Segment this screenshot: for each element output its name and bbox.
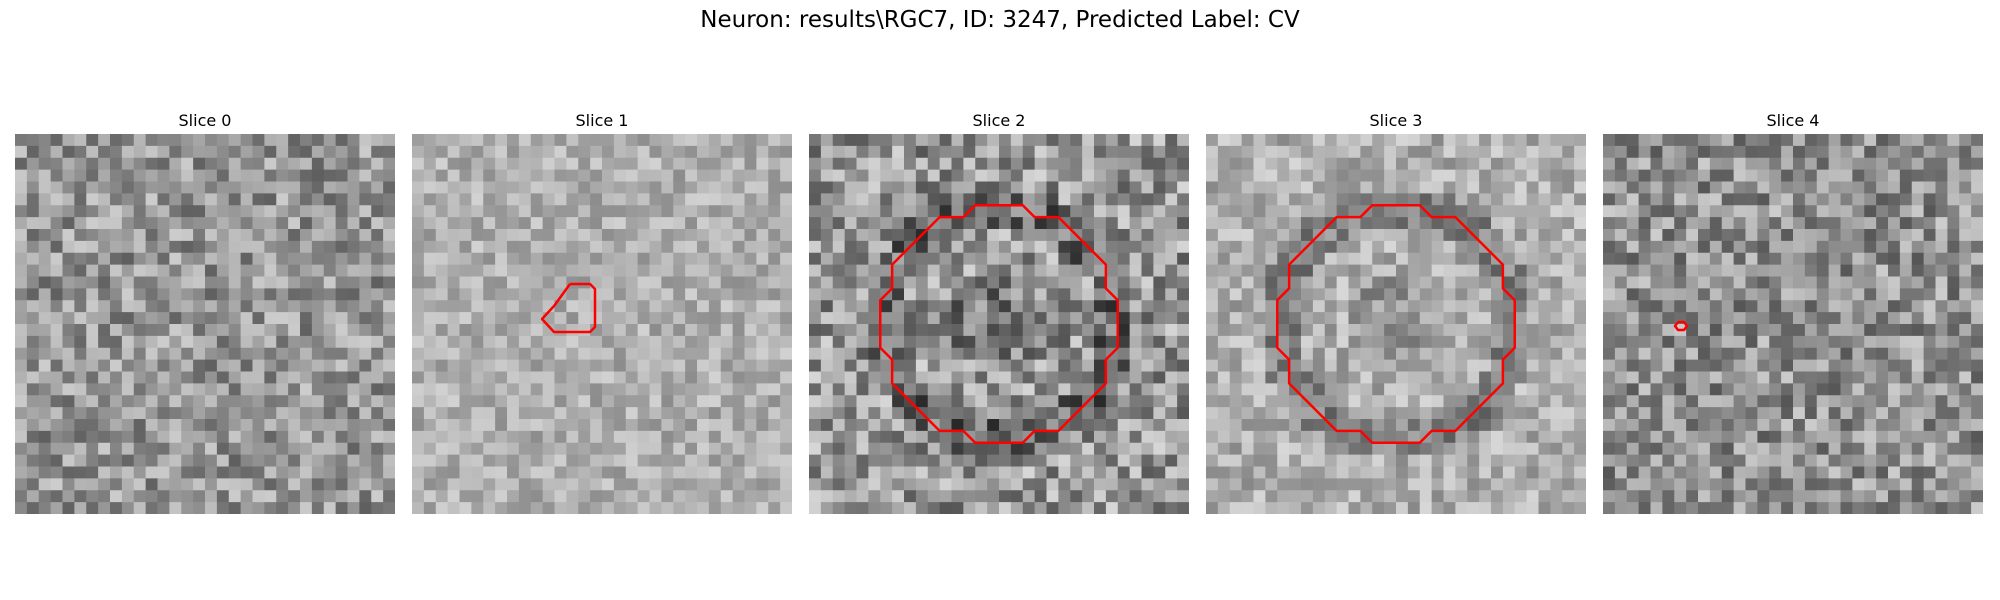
slice-title: Slice 3 bbox=[1369, 111, 1423, 130]
roi-contour bbox=[540, 282, 597, 334]
slice-image-svg bbox=[412, 134, 792, 514]
slice-title: Slice 0 bbox=[178, 111, 232, 130]
slice-panel-4: Slice 4 bbox=[1603, 110, 1983, 514]
roi-contour bbox=[1276, 204, 1516, 444]
slice-image-svg bbox=[1206, 134, 1586, 514]
pixel-grid bbox=[809, 134, 1189, 514]
slice-panel-0: Slice 0 bbox=[15, 110, 395, 514]
figure-title: Neuron: results\RGC7, ID: 3247, Predicte… bbox=[700, 7, 1300, 33]
slice-image bbox=[1206, 134, 1586, 514]
slice-title: Slice 1 bbox=[575, 111, 629, 130]
slice-image-svg bbox=[15, 134, 395, 514]
pixel-grid bbox=[1603, 134, 1983, 514]
slice-panel-2: Slice 2 bbox=[809, 110, 1189, 514]
roi-contour bbox=[879, 204, 1119, 444]
slice-image-svg bbox=[809, 134, 1189, 514]
slice-image bbox=[15, 134, 395, 514]
slice-image bbox=[809, 134, 1189, 514]
pixel-grid bbox=[412, 134, 792, 514]
slice-panel-3: Slice 3 bbox=[1206, 110, 1586, 514]
slice-image-svg bbox=[1603, 134, 1983, 514]
slice-image bbox=[1603, 134, 1983, 514]
pixel-grid bbox=[1206, 134, 1586, 514]
roi-contour bbox=[1673, 320, 1689, 332]
slice-title: Slice 4 bbox=[1766, 111, 1820, 130]
slice-title: Slice 2 bbox=[972, 111, 1026, 130]
slice-panel-1: Slice 1 bbox=[412, 110, 792, 514]
pixel-grid bbox=[15, 134, 395, 514]
slice-image bbox=[412, 134, 792, 514]
